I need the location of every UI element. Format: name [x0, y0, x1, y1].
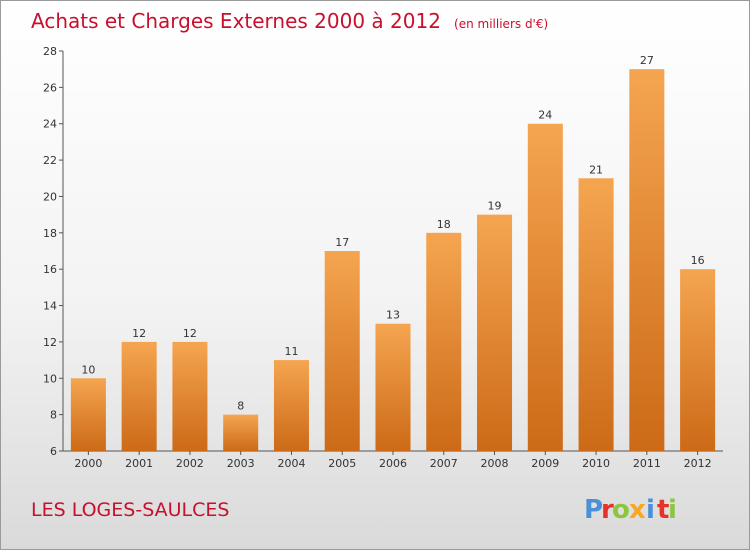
bar-value-label: 12	[183, 327, 197, 340]
bar	[426, 232, 462, 451]
proxiti-logo: Pro x i ti	[584, 495, 677, 525]
bar	[121, 341, 157, 451]
x-tick-label: 2004	[277, 457, 305, 470]
bar	[324, 251, 360, 451]
chart-title-text: Achats et Charges Externes 2000 à 2012	[31, 9, 441, 33]
y-tick-label: 24	[43, 118, 57, 131]
logo-letter: i	[646, 495, 655, 525]
bar	[70, 378, 106, 451]
y-tick-label: 20	[43, 190, 57, 203]
bar-value-label: 21	[589, 163, 603, 176]
x-tick-label: 2003	[227, 457, 255, 470]
bar	[527, 123, 563, 452]
bar-value-label: 11	[284, 345, 298, 358]
x-tick-label: 2008	[481, 457, 509, 470]
y-tick-label: 6	[50, 445, 57, 458]
bar-value-label: 24	[538, 109, 552, 122]
logo-letter: i	[668, 495, 677, 525]
y-tick-label: 16	[43, 263, 57, 276]
bar-value-label: 12	[132, 327, 146, 340]
logo-letter: P	[584, 495, 603, 525]
bar-value-label: 13	[386, 309, 400, 322]
y-tick-label: 12	[43, 336, 57, 349]
bar-value-label: 27	[640, 54, 654, 67]
y-tick-label: 22	[43, 154, 57, 167]
bar	[273, 360, 309, 451]
x-tick-label: 2000	[74, 457, 102, 470]
y-tick-label: 10	[43, 372, 57, 385]
logo-letter: x	[629, 495, 646, 525]
bar-value-label: 17	[335, 236, 349, 249]
logo-letter: r	[601, 495, 614, 525]
y-tick-label: 28	[43, 45, 57, 58]
bar-value-label: 10	[81, 363, 95, 376]
logo-letter: o	[612, 495, 630, 525]
bar-value-label: 19	[488, 200, 502, 213]
bar	[223, 414, 259, 451]
logo-letter: t	[657, 495, 669, 525]
bar-value-label: 8	[237, 400, 244, 413]
plot-area: 6 8 10 12 14 16 18 20 22 24 26 28 10 2000 12 2001 12 2002…	[43, 45, 723, 470]
y-tick-label: 18	[43, 227, 57, 240]
bar	[680, 269, 716, 451]
y-tick-label: 26	[43, 81, 57, 94]
x-tick-label: 2012	[684, 457, 712, 470]
x-tick-label: 2006	[379, 457, 407, 470]
bar-value-label: 16	[691, 254, 705, 267]
y-tick-label: 8	[50, 409, 57, 422]
bar	[172, 341, 208, 451]
x-tick-label: 2010	[582, 457, 610, 470]
chart-title: Achats et Charges Externes 2000 à 2012 (…	[31, 9, 548, 33]
bar	[629, 69, 665, 451]
x-tick-label: 2007	[430, 457, 458, 470]
bar	[477, 214, 513, 451]
chart-unit-note: (en milliers d'€)	[454, 17, 548, 31]
x-tick-label: 2001	[125, 457, 153, 470]
commune-name: LES LOGES-SAULCES	[31, 499, 229, 521]
bar	[578, 178, 614, 452]
bar-value-label: 18	[437, 218, 451, 231]
bar	[375, 323, 411, 451]
x-tick-label: 2005	[328, 457, 356, 470]
y-tick-label: 14	[43, 300, 57, 313]
x-tick-label: 2011	[633, 457, 661, 470]
x-tick-label: 2002	[176, 457, 204, 470]
x-tick-label: 2009	[531, 457, 559, 470]
